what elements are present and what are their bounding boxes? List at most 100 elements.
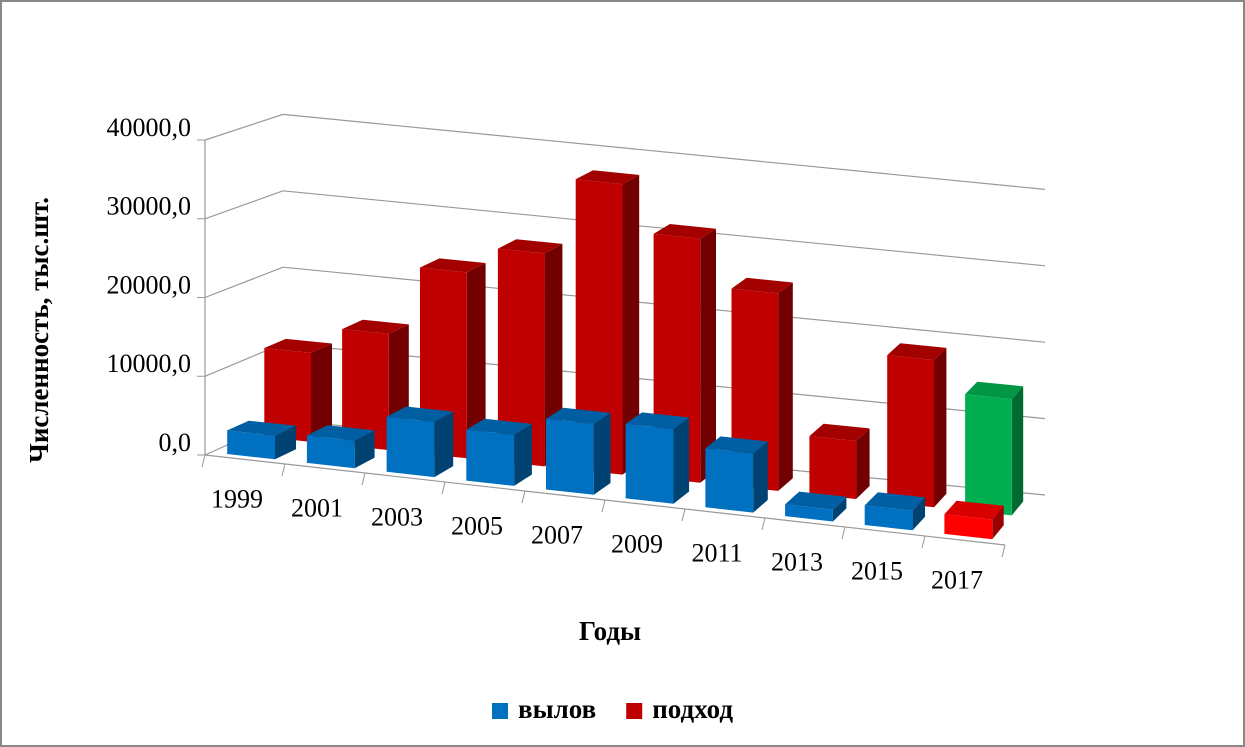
x-tick-label: 2001 <box>291 493 343 522</box>
bar-top <box>944 500 1004 520</box>
bar-top <box>625 412 690 430</box>
legend-swatch <box>626 703 643 719</box>
bar-top <box>575 170 640 185</box>
bar-front <box>965 394 1012 516</box>
bar <box>809 423 870 499</box>
x-tick-label: 2015 <box>851 556 903 585</box>
bar-side <box>311 343 332 442</box>
bar-front <box>575 179 623 475</box>
x-tick-mark <box>201 454 206 468</box>
x-tick-label: 2017 <box>931 565 983 594</box>
x-tick-mark <box>281 463 286 477</box>
bar-front <box>887 355 934 508</box>
bar-top <box>546 407 611 425</box>
bar-front <box>705 448 754 513</box>
x-tick-mark <box>681 508 686 522</box>
legend-label: вылов <box>518 694 596 724</box>
bar-top <box>466 418 532 435</box>
bar-front <box>497 248 545 467</box>
x-tick-label: 2013 <box>771 547 823 576</box>
x-tick-mark <box>921 535 926 549</box>
bar-side <box>275 425 296 460</box>
x-tick-label: 2005 <box>451 511 503 540</box>
bar-side <box>466 263 486 459</box>
x-tick-mark <box>841 526 846 540</box>
bar-top <box>497 239 563 254</box>
bar-top <box>785 491 847 510</box>
x-tick-mark <box>361 472 366 486</box>
x-tick-label: 2007 <box>531 520 583 549</box>
bar <box>965 381 1024 516</box>
bar-front <box>466 429 515 486</box>
y-tick-label: 30000,0 <box>107 192 192 221</box>
x-axis-title: Годы <box>579 616 641 646</box>
bar <box>705 436 768 513</box>
bar-front <box>809 436 857 499</box>
x-tick-mark <box>521 490 526 504</box>
bar <box>466 418 532 486</box>
bar-top <box>227 420 296 436</box>
bar-front <box>342 329 389 451</box>
bar-side <box>544 243 563 467</box>
y-tick-label: 0,0 <box>159 428 192 457</box>
bar-front <box>386 416 435 478</box>
bar <box>887 343 947 508</box>
x-tick-mark <box>441 481 446 495</box>
bar-side <box>622 174 640 475</box>
bar <box>306 425 375 469</box>
bar-front <box>864 505 913 531</box>
bar-top <box>264 338 332 353</box>
bar <box>864 492 925 531</box>
bar-front <box>227 430 275 460</box>
x-tick-mark <box>761 517 766 531</box>
bar-side <box>593 412 611 495</box>
bar-side <box>832 496 847 522</box>
bar-top <box>731 277 793 294</box>
bar-side <box>700 228 716 483</box>
bar <box>785 491 847 522</box>
bar-side <box>912 497 925 531</box>
bar-top <box>386 406 454 423</box>
bar <box>386 406 454 478</box>
bar-side <box>434 411 454 478</box>
y-tick-label: 20000,0 <box>107 270 192 299</box>
grid-line <box>204 190 1046 267</box>
bar <box>625 412 690 504</box>
bar-side <box>673 417 690 504</box>
bar-side <box>856 428 870 499</box>
x-tick-label: 1999 <box>211 484 263 513</box>
bar-front <box>546 418 594 495</box>
bar-side <box>514 423 532 486</box>
bar-top <box>420 258 486 273</box>
bar-side <box>1011 386 1024 516</box>
bar-side <box>753 441 768 513</box>
grid-line <box>204 113 1046 190</box>
bar-front <box>264 348 311 442</box>
y-tick-label: 40000,0 <box>107 113 192 142</box>
x-tick-label: 2011 <box>691 538 742 567</box>
bar-front <box>944 514 993 540</box>
bar-top <box>809 423 870 441</box>
x-tick-label: 2009 <box>611 529 663 558</box>
bar-side <box>934 347 947 508</box>
bar <box>944 500 1004 540</box>
legend-swatch <box>492 703 508 719</box>
bar-front <box>306 435 355 469</box>
bar-top <box>864 492 925 511</box>
bar-side <box>778 282 793 491</box>
x-tick-label: 2003 <box>371 502 423 531</box>
bar-side <box>354 430 375 469</box>
bar-front <box>785 504 833 522</box>
bar-top <box>965 381 1024 400</box>
bar-top <box>887 343 947 361</box>
bar-top <box>342 319 409 334</box>
y-tick-label: 10000,0 <box>107 349 192 378</box>
bar-top <box>653 224 716 239</box>
legend-label: подход <box>652 694 733 724</box>
y-axis-title: Численность, тыс.шт. <box>24 197 54 463</box>
bar <box>227 420 296 460</box>
bar-front <box>625 423 674 504</box>
bar <box>546 407 611 495</box>
bar-top <box>306 425 375 441</box>
